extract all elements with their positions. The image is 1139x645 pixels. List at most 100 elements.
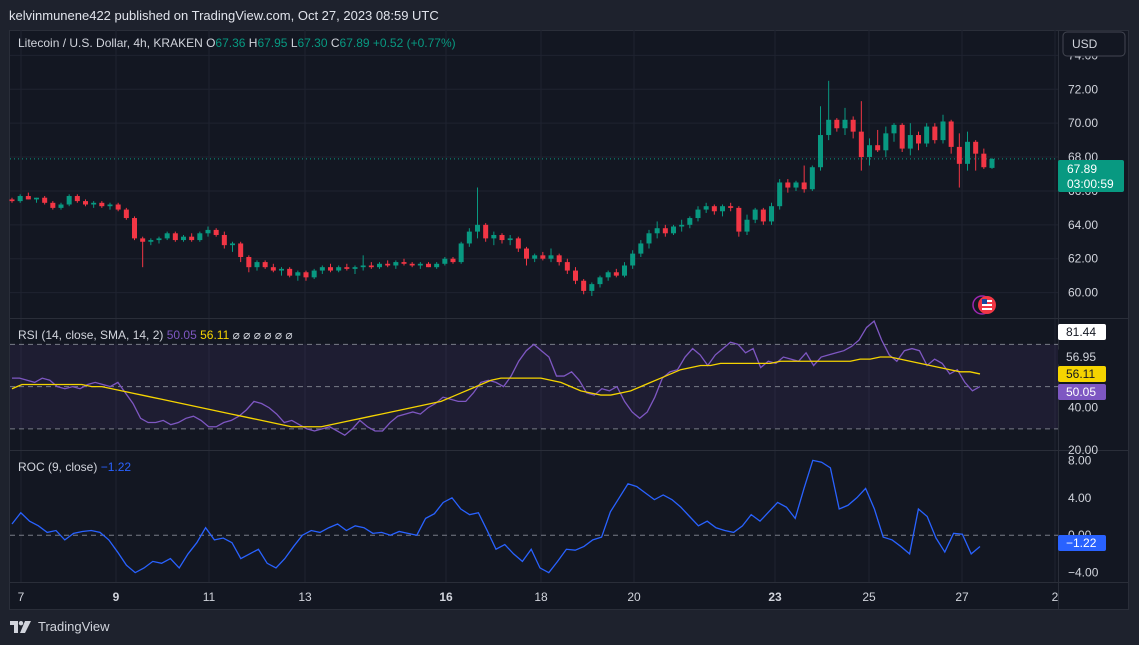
candle-body: [172, 233, 178, 241]
candle-body: [458, 243, 464, 263]
candle-body: [328, 267, 333, 271]
candle-body: [50, 202, 56, 208]
candle-body: [311, 270, 317, 278]
candle-body: [875, 145, 881, 151]
candle-body: [891, 124, 897, 134]
last-price-value: 67.89: [1067, 162, 1097, 176]
candle-body: [279, 268, 284, 271]
candle-body: [703, 206, 709, 210]
rsi-max-badge: 81.44: [1058, 324, 1106, 340]
rsi-value-badge: 50.05: [1058, 384, 1106, 400]
price-tick-label: 70.00: [1068, 116, 1098, 130]
candle-body: [728, 206, 734, 208]
candle-body: [834, 119, 840, 129]
candle-body: [368, 265, 374, 268]
candle-body: [499, 234, 505, 241]
us-flag-event-icon[interactable]: [972, 295, 996, 315]
candle-body: [483, 224, 489, 239]
candle-body: [940, 121, 946, 141]
candle-body: [867, 145, 872, 158]
candle-body: [507, 238, 513, 241]
candle-body: [393, 262, 399, 266]
rsi-legend: RSI (14, close, SMA, 14, 2) 50.05 56.11 …: [18, 328, 293, 342]
candle-body: [907, 135, 913, 149]
candle-body: [924, 126, 930, 144]
footer-brand-label: TradingView: [38, 619, 110, 634]
candle-body: [197, 233, 203, 241]
rsi-value-badge-text: 50.05: [1066, 385, 1096, 399]
candle-body: [426, 263, 431, 268]
time-tick-label: 18: [534, 590, 548, 604]
roc-tick-label: 4.00: [1068, 491, 1092, 505]
currency-button[interactable]: USD: [1062, 31, 1126, 57]
rsi-sma-badge-text: 56.11: [1066, 367, 1095, 381]
candle-body: [360, 265, 366, 268]
price-legend: Litecoin / U.S. Dollar, 4h, KRAKEN O67.3…: [18, 36, 456, 50]
candle-body: [777, 182, 783, 207]
candle-body: [58, 204, 64, 208]
time-tick-label: 13: [298, 590, 312, 604]
candle-body: [515, 238, 521, 249]
candle-body: [164, 233, 170, 239]
candle-body: [573, 270, 578, 281]
candle-body: [417, 263, 423, 266]
candle-body: [123, 209, 129, 219]
candle-body: [899, 124, 905, 149]
publisher-bar: kelvinmunene422 published on TradingView…: [0, 0, 1139, 30]
time-tick-label: 16: [439, 590, 453, 604]
rsi-tick-label: 20.00: [1068, 443, 1098, 457]
candle-body: [42, 197, 48, 203]
candle-body: [205, 229, 211, 234]
rsi-sma-badge: 56.11: [1058, 366, 1106, 382]
candle-body: [475, 224, 480, 232]
time-tick-label: 25: [862, 590, 876, 604]
candle-body: [769, 206, 774, 222]
candle-body: [981, 153, 987, 168]
candle-body: [91, 202, 97, 205]
candle-body: [107, 204, 113, 207]
footer-brand[interactable]: TradingView: [10, 619, 110, 634]
candle-body: [973, 141, 979, 154]
candle-body: [181, 236, 186, 241]
candle-body: [466, 231, 472, 244]
candle-body: [671, 226, 676, 234]
candle-body: [99, 202, 105, 207]
roc-line: [11, 459, 981, 574]
candle-body: [238, 243, 244, 258]
time-tick-label: 27: [955, 590, 969, 604]
candle-body: [556, 255, 562, 263]
candle-body: [679, 224, 685, 227]
candle-body: [654, 228, 660, 234]
candle-body: [385, 263, 391, 266]
price-tick-label: 62.00: [1068, 252, 1098, 266]
roc-legend: ROC (9, close) −1.22: [18, 460, 131, 474]
time-tick-label: 2: [1052, 590, 1059, 604]
rsi-line: [12, 320, 981, 436]
candle-body: [409, 263, 415, 266]
rsi-upper-badge-text: 56.95: [1066, 350, 1096, 364]
candle-body: [801, 182, 807, 190]
candle-body: [450, 258, 456, 263]
candle-body: [532, 255, 538, 259]
candle-body: [646, 233, 652, 244]
candle-body: [605, 272, 611, 278]
candle-body: [695, 209, 701, 219]
candle-body: [34, 197, 39, 200]
candle-body: [491, 234, 497, 239]
rsi-upper-badge: 56.95: [1058, 349, 1106, 365]
candle-body: [630, 253, 636, 266]
candle-body: [760, 209, 766, 222]
time-tick-label: 9: [113, 590, 120, 604]
candle-body: [662, 228, 668, 234]
candle-body: [156, 238, 162, 241]
bar-countdown: 03:00:59: [1067, 177, 1114, 191]
candle-body: [965, 141, 970, 164]
candle-body: [818, 135, 823, 168]
candle-body: [221, 234, 227, 246]
candle-body: [720, 206, 725, 212]
candles: [9, 80, 995, 296]
tradingview-logo-icon: [10, 620, 32, 633]
candle-body: [74, 196, 80, 202]
